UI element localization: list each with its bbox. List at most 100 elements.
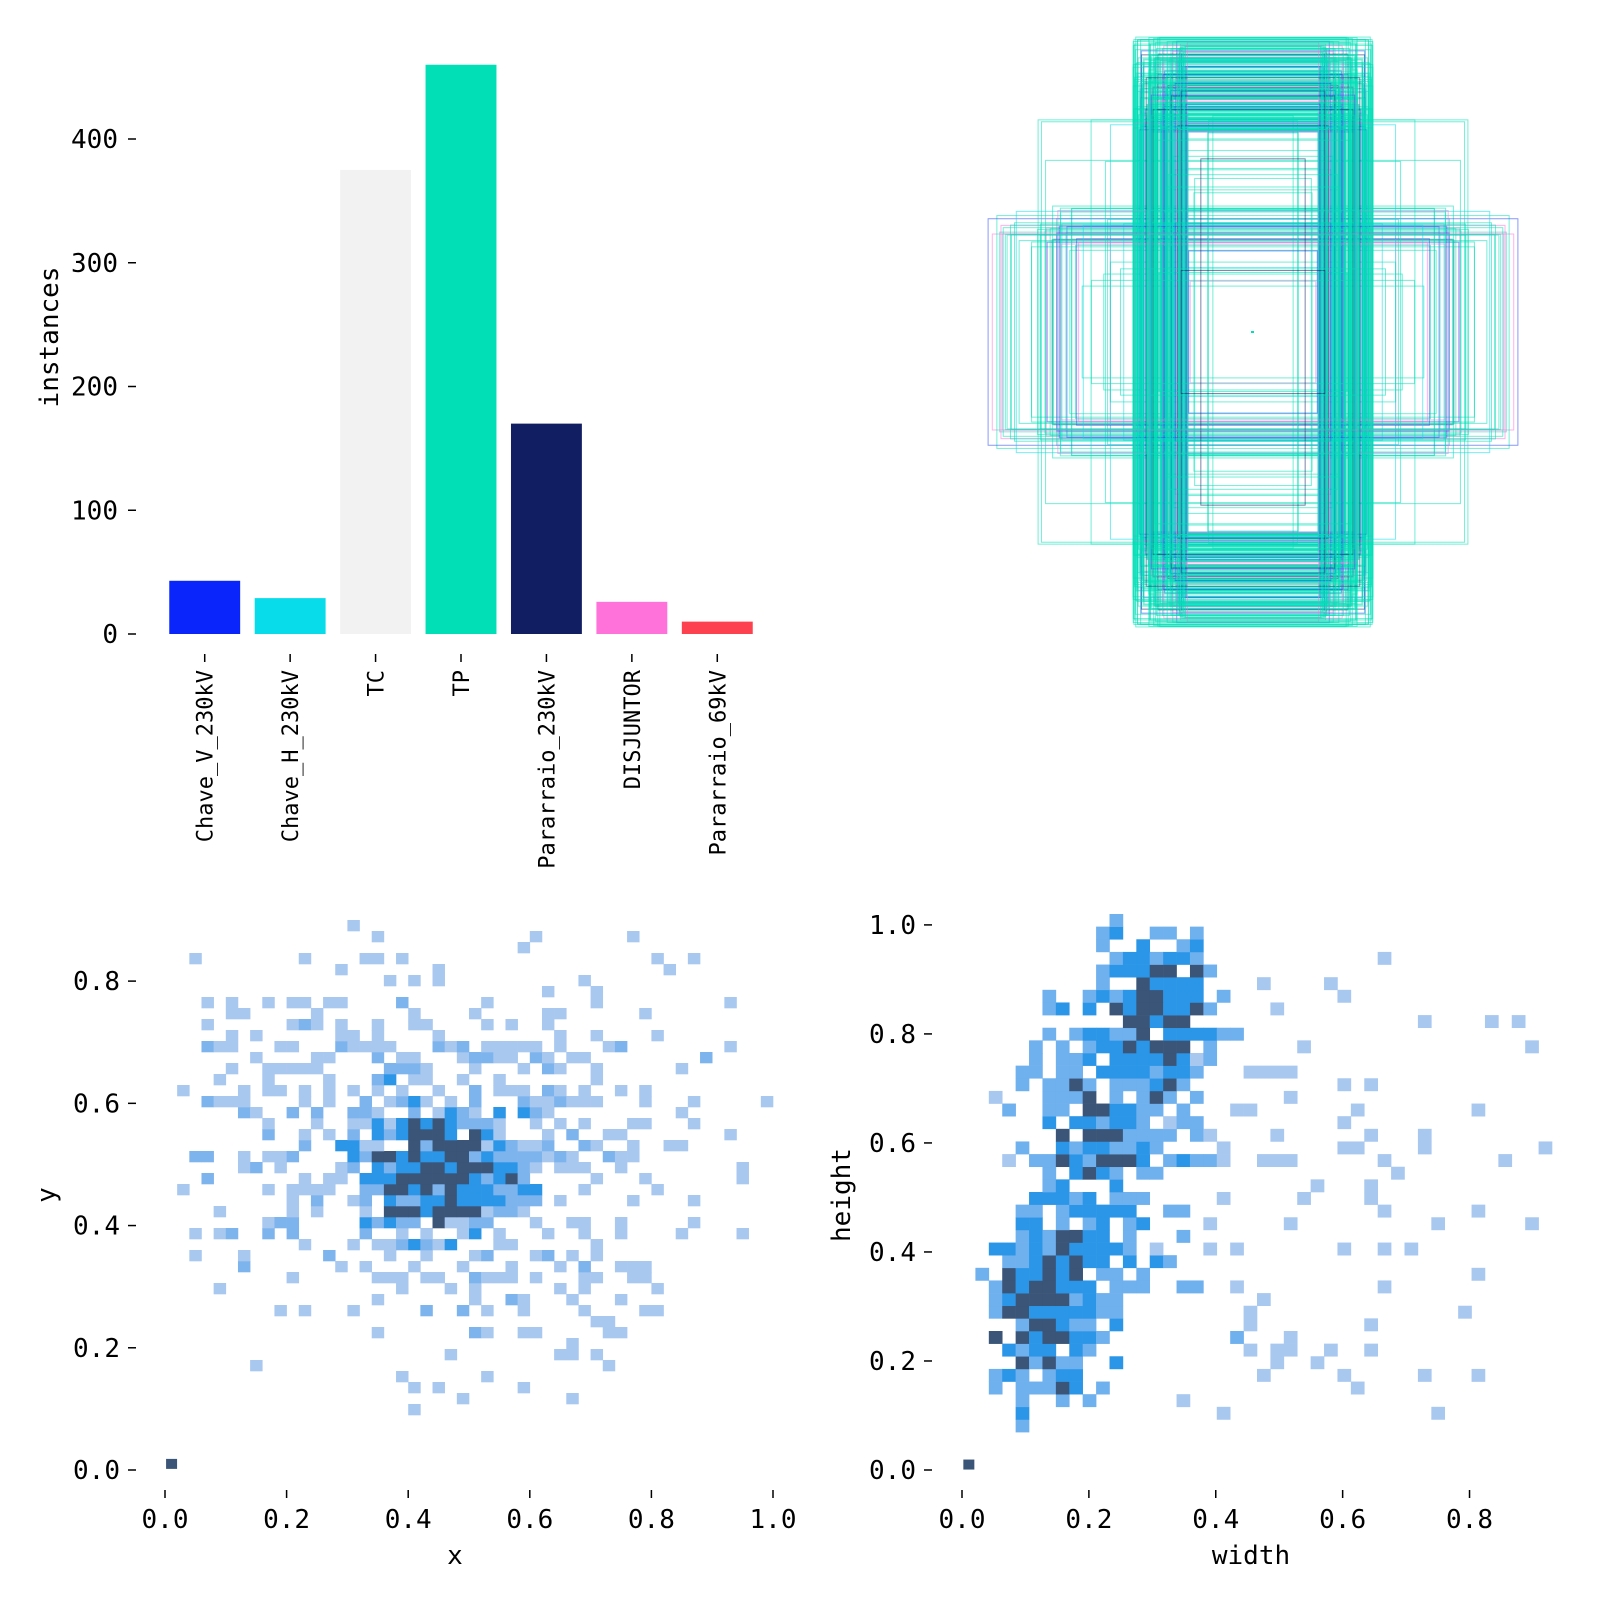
overlay-box	[1161, 107, 1345, 557]
xy-bin	[505, 1195, 518, 1207]
xy-bin	[371, 1030, 385, 1042]
wh-bin	[1122, 1116, 1137, 1130]
wh-bin	[1096, 1166, 1110, 1180]
wh-bin	[1149, 1053, 1164, 1066]
wh-xtick-label: 0.6	[1319, 1505, 1366, 1535]
xy-bin	[383, 1096, 397, 1108]
xy-bin	[347, 1151, 360, 1163]
xy-bin	[286, 1019, 300, 1031]
xy-bin	[444, 1096, 458, 1108]
xy-bin	[201, 1173, 214, 1185]
wh-bin	[1096, 964, 1110, 978]
wh-bin	[1337, 1116, 1352, 1130]
xy-bin	[639, 1085, 652, 1097]
wh-bin	[1203, 1128, 1218, 1142]
xy-bin	[554, 1283, 567, 1295]
overlay-box	[1174, 82, 1332, 582]
xy-bin	[505, 1052, 518, 1064]
xy-bin	[237, 1250, 251, 1262]
wh-bin	[1149, 1242, 1164, 1256]
wh-bin	[1096, 1305, 1110, 1319]
xy-bin	[383, 1129, 397, 1141]
overlay-box	[1151, 96, 1355, 568]
xy-bin	[310, 1184, 324, 1196]
xy-bin	[383, 1118, 397, 1130]
xy-bin	[237, 1261, 251, 1273]
wh-bin	[1002, 1280, 1016, 1294]
xy-bin	[420, 1074, 433, 1086]
wh-bin	[1109, 1116, 1124, 1130]
wh-bin	[1029, 1040, 1043, 1054]
xy-bin	[323, 1184, 336, 1196]
xy-bin	[310, 1052, 324, 1064]
xy-bin	[724, 997, 737, 1009]
xy-bin	[481, 1206, 494, 1218]
wh-bin	[1082, 1103, 1097, 1117]
wh-bin	[1189, 1116, 1204, 1130]
xy-bin	[335, 997, 348, 1009]
wh-bin	[1149, 1166, 1164, 1180]
wh-bin	[1364, 1078, 1378, 1092]
wh-bin	[1002, 1154, 1016, 1168]
xy-bin	[493, 1151, 506, 1163]
xy-bin	[286, 1041, 300, 1053]
xy-bin	[444, 1140, 458, 1152]
wh-bin	[1055, 1154, 1070, 1168]
xy-bin	[383, 975, 397, 987]
xy-bin	[408, 1184, 421, 1196]
wh-bin	[1029, 1154, 1043, 1168]
xy-bin	[493, 1074, 506, 1086]
xy-bin	[651, 1184, 664, 1196]
xy-bin	[541, 1052, 555, 1064]
xy-bin	[408, 1162, 421, 1174]
xy-bin	[396, 1162, 409, 1174]
xy-bin	[529, 1217, 543, 1229]
xy-bin	[469, 1272, 482, 1284]
wh-bin	[1471, 1103, 1486, 1117]
xy-bin	[493, 1085, 506, 1097]
xy-bin	[566, 1162, 579, 1174]
wh-ytick-label: 0.8	[869, 1020, 916, 1050]
xy-bin	[529, 1250, 543, 1262]
xy-bin	[578, 1217, 591, 1229]
wh-bin	[1069, 1065, 1083, 1079]
xy-bin	[371, 1140, 385, 1152]
xy-bin	[651, 953, 664, 965]
xy-bin	[469, 1162, 482, 1174]
wh-bin	[988, 1331, 1003, 1344]
wh-bin	[1029, 1293, 1043, 1307]
wh-bin	[1055, 1078, 1070, 1092]
xy-bin	[444, 1129, 458, 1141]
xy-bin	[432, 964, 445, 976]
xy-bin	[359, 1118, 373, 1130]
wh-bin	[1096, 1065, 1110, 1079]
wh-ylabel: height	[827, 1148, 857, 1242]
wh-bin	[1082, 1002, 1097, 1016]
wh-bin	[1136, 1027, 1151, 1041]
xy-bin	[517, 1294, 531, 1306]
xy-bin	[505, 1184, 518, 1196]
xy-bin	[323, 1074, 336, 1086]
wh-bin	[1149, 977, 1164, 991]
wh-bin	[1109, 1242, 1124, 1256]
xy-bin	[505, 1151, 518, 1163]
wh-bin	[1109, 1166, 1124, 1180]
xy-bin	[505, 1019, 518, 1031]
xy-bin	[481, 1041, 494, 1053]
wh-bin	[1096, 1040, 1110, 1054]
xy-bin	[347, 1195, 360, 1207]
xy-bin	[274, 1041, 287, 1053]
xy-bin	[408, 1118, 421, 1130]
wh-xtick-label: 0.8	[1446, 1505, 1493, 1535]
wh-bin	[1136, 1217, 1151, 1231]
wh-bin	[1136, 1192, 1151, 1205]
xy-bin	[481, 1173, 494, 1185]
wh-bin	[1163, 951, 1177, 965]
xy-xtick-label: 0.2	[263, 1505, 310, 1535]
xy-bin	[396, 1195, 409, 1207]
xy-bin	[469, 1250, 482, 1262]
xy-bin	[493, 1195, 506, 1207]
xy-bin	[396, 1272, 409, 1284]
wh-bin	[1364, 1343, 1378, 1357]
wh-bin	[1082, 1116, 1097, 1130]
